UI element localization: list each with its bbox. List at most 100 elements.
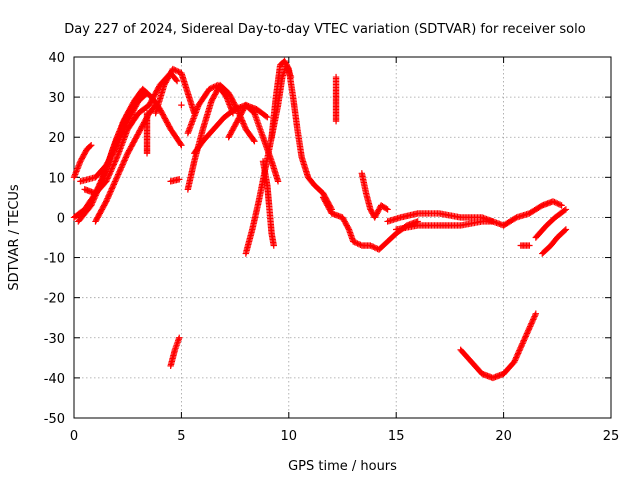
data-point <box>368 242 376 250</box>
data-point <box>241 123 248 130</box>
series-arc-17 <box>259 158 277 249</box>
x-tick-label: 10 <box>281 429 298 444</box>
series-arc-11 <box>178 101 185 109</box>
series-arc-15 <box>225 101 282 185</box>
y-tick-labels: -50 -40 -30 -20 -10 0 10 20 30 40 <box>44 51 65 427</box>
x-tick-labels: 0 5 10 15 20 25 <box>70 429 619 444</box>
data-point <box>103 198 110 205</box>
y-tick-label: -20 <box>44 292 65 307</box>
data-point <box>115 139 122 146</box>
data-point <box>111 179 118 187</box>
data-point <box>210 83 217 91</box>
data-point <box>171 66 178 73</box>
data-point <box>108 185 116 192</box>
data-point <box>87 142 95 149</box>
series-arc-07 <box>152 65 198 117</box>
data-point <box>523 331 530 339</box>
data-point <box>175 68 182 75</box>
y-tick-label: -40 <box>44 372 65 387</box>
data-point <box>90 196 97 203</box>
data-point <box>108 186 115 194</box>
data-point <box>512 355 519 363</box>
tick-marks <box>73 56 612 419</box>
data-point <box>516 345 524 353</box>
data-point <box>264 113 271 121</box>
series-arc-19 <box>332 73 340 125</box>
data-point <box>562 226 570 233</box>
data-point <box>143 89 151 97</box>
data-point <box>114 140 121 148</box>
data-point <box>530 314 538 322</box>
data-point <box>518 341 526 349</box>
data-point <box>270 242 277 249</box>
data-point <box>262 113 270 120</box>
data-point <box>110 161 118 168</box>
x-tick-label: 20 <box>495 429 512 444</box>
data-point <box>173 77 181 85</box>
y-tick-label: 40 <box>48 51 65 66</box>
series-arc-25 <box>500 198 565 229</box>
data-point <box>383 205 390 212</box>
data-point <box>207 85 214 92</box>
data-point <box>513 354 520 361</box>
data-point <box>87 202 95 209</box>
data-point <box>108 166 115 174</box>
data-point <box>515 348 522 356</box>
y-tick-label: -10 <box>44 252 65 267</box>
data-point <box>123 120 130 128</box>
y-tick-label: 30 <box>48 91 65 106</box>
data-point <box>239 118 246 126</box>
data-point <box>552 199 560 206</box>
series-arc-10 <box>167 176 183 185</box>
series-arc-05 <box>77 89 151 185</box>
data-point <box>120 159 127 167</box>
data-point <box>104 173 112 181</box>
data-point <box>110 181 118 188</box>
y-tick-label: -30 <box>44 332 65 347</box>
data-point <box>370 243 377 251</box>
data-point <box>121 157 128 164</box>
data-point <box>115 171 122 178</box>
data-point <box>113 143 120 150</box>
data-point <box>178 101 185 109</box>
data-point <box>530 316 537 323</box>
series-arc-01 <box>70 142 95 181</box>
data-point <box>107 188 114 195</box>
data-point <box>525 327 532 334</box>
data-point <box>123 151 131 158</box>
data-point <box>555 200 562 208</box>
data-point <box>112 156 119 164</box>
data-point <box>518 343 525 350</box>
data-point <box>561 227 569 234</box>
data-point <box>562 206 570 213</box>
data-point <box>284 64 292 71</box>
data-point <box>558 202 565 209</box>
data-point <box>352 239 360 247</box>
data-point <box>116 134 124 142</box>
data-point <box>528 320 535 327</box>
data-point <box>113 174 121 181</box>
data-point <box>549 198 557 205</box>
data-point <box>524 328 531 336</box>
data-point <box>111 159 118 167</box>
data-point <box>345 224 352 232</box>
data-point <box>240 120 247 127</box>
data-point <box>514 350 522 357</box>
data-point <box>88 200 96 208</box>
data-point <box>104 195 111 202</box>
x-tick-label: 0 <box>70 429 78 444</box>
data-point <box>116 168 123 175</box>
data-point <box>108 165 116 172</box>
y-axis-title: SDTVAR / TECUs <box>7 184 22 291</box>
x-axis-title: GPS time / hours <box>288 459 397 474</box>
series-arc-23 <box>393 218 497 233</box>
data-point <box>102 199 109 206</box>
data-point <box>172 76 180 84</box>
data-point <box>251 138 258 145</box>
data-point <box>489 218 497 225</box>
data-point <box>109 184 116 191</box>
series-arc-24 <box>457 310 540 382</box>
data-point <box>354 240 361 247</box>
series-arc-14 <box>184 81 237 137</box>
data-point <box>107 168 114 175</box>
